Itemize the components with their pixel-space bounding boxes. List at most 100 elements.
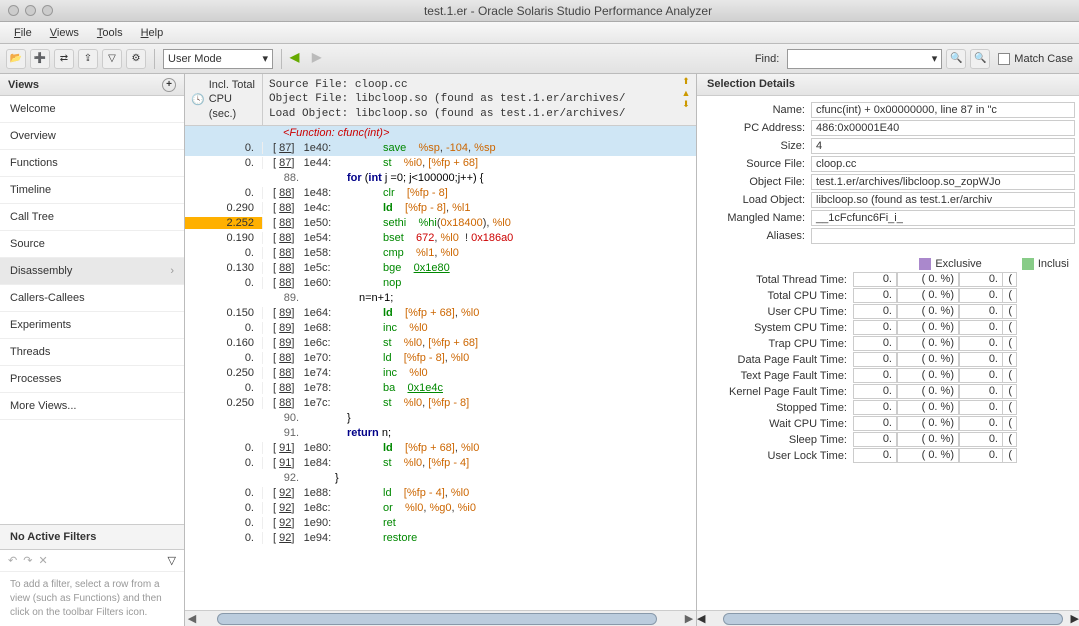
disasm-row[interactable]: 0.[ 88] 1e60:nop xyxy=(185,276,696,291)
detail-value[interactable]: 486:0x00001E40 xyxy=(811,120,1075,136)
open-icon[interactable]: 📂 xyxy=(6,49,26,69)
match-case-checkbox[interactable]: Match Case xyxy=(998,53,1073,65)
disasm-row[interactable]: 0.[ 89] 1e68:inc %l0 xyxy=(185,321,696,336)
find-input[interactable]: ▾ xyxy=(787,49,942,69)
scroll-right-icon[interactable]: ▶ xyxy=(1071,612,1079,625)
detail-value[interactable] xyxy=(811,228,1075,244)
metric-incl-pct: ( xyxy=(1003,432,1017,447)
detail-value[interactable]: cloop.cc xyxy=(811,156,1075,172)
sidebar-item-disassembly[interactable]: Disassembly› xyxy=(0,258,184,285)
sidebar-item-overview[interactable]: Overview xyxy=(0,123,184,150)
function-header: <Function: cfunc(int)> xyxy=(263,127,389,139)
disasm-row[interactable]: 0.[ 92] 1e8c:or %l0, %g0, %i0 xyxy=(185,501,696,516)
disasm-row[interactable]: 0.130[ 88] 1e5c:bge 0x1e80 xyxy=(185,261,696,276)
metric-label: System CPU Time: xyxy=(697,322,853,334)
detail-row-mangled: Mangled Name:__1cFcfunc6Fi_i_ xyxy=(701,210,1075,226)
add-icon[interactable]: ➕ xyxy=(30,49,50,69)
source-line[interactable]: 89.n=n+1; xyxy=(185,291,696,306)
sidebar-item-experiments[interactable]: Experiments xyxy=(0,312,184,339)
sidebar-item-more-views-[interactable]: More Views... xyxy=(0,393,184,420)
metric-icon: 🕓 xyxy=(191,93,205,106)
sidebar-item-callers-callees[interactable]: Callers-Callees xyxy=(0,285,184,312)
scrollbar-thumb[interactable] xyxy=(723,613,1063,625)
metric-label: Wait CPU Time: xyxy=(697,418,853,430)
disasm-row[interactable]: 0.[ 87] 1e40:save %sp, -104, %sp xyxy=(185,141,696,156)
sidebar-item-timeline[interactable]: Timeline xyxy=(0,177,184,204)
disasm-row[interactable]: 0.[ 87] 1e44:st %i0, [%fp + 68] xyxy=(185,156,696,171)
export-icon[interactable]: ⇪ xyxy=(78,49,98,69)
detail-value[interactable]: libcloop.so (found as test.1.er/archiv xyxy=(811,192,1075,208)
scroll-right-icon[interactable]: ▶ xyxy=(682,612,696,625)
minimize-icon[interactable] xyxy=(25,5,36,16)
metric-label: Trap CPU Time: xyxy=(697,338,853,350)
disassembly-panel: 🕓 Incl. Total CPU (sec.) Source File: cl… xyxy=(185,74,697,626)
scroll-left-icon[interactable]: ◀ xyxy=(185,612,199,625)
disasm-row[interactable]: 0.250[ 88] 1e7c:st %l0, [%fp - 8] xyxy=(185,396,696,411)
sidebar-item-functions[interactable]: Functions xyxy=(0,150,184,177)
filters-header: No Active Filters xyxy=(0,524,184,550)
disasm-row[interactable]: 0.[ 88] 1e58:cmp %l1, %l0 xyxy=(185,246,696,261)
disasm-row[interactable]: 0.[ 91] 1e84:st %l0, [%fp - 4] xyxy=(185,456,696,471)
h-scrollbar[interactable]: ◀ ▶ xyxy=(185,610,696,626)
detail-label: Mangled Name: xyxy=(701,212,811,224)
sidebar-item-welcome[interactable]: Welcome xyxy=(0,96,184,123)
nav-back-button[interactable]: ◀ xyxy=(290,50,308,68)
disasm-row[interactable]: 0.[ 88] 1e70:ld [%fp - 8], %l0 xyxy=(185,351,696,366)
menu-file[interactable]: File xyxy=(6,25,40,41)
settings-icon[interactable]: ⚙ xyxy=(126,49,146,69)
zoom-icon[interactable] xyxy=(42,5,53,16)
sidebar-item-processes[interactable]: Processes xyxy=(0,366,184,393)
scrollbar-thumb[interactable] xyxy=(217,613,657,625)
disasm-row[interactable]: 0.[ 88] 1e48:clr [%fp - 8] xyxy=(185,186,696,201)
disasm-row[interactable]: 0.[ 88] 1e78:ba 0x1e4c xyxy=(185,381,696,396)
redo-icon[interactable]: ↷ xyxy=(23,554,32,567)
menu-help[interactable]: Help xyxy=(133,25,172,41)
disasm-row[interactable]: 0.290[ 88] 1e4c:ld [%fp - 8], %l1 xyxy=(185,201,696,216)
find-prev-icon[interactable]: 🔍 xyxy=(970,49,990,69)
source-line[interactable]: 88.for (int j =0; j<100000;j++) { xyxy=(185,171,696,186)
disasm-row[interactable]: 0.[ 91] 1e80:ld [%fp + 68], %l0 xyxy=(185,441,696,456)
disasm-row[interactable]: 0.150[ 89] 1e64:ld [%fp + 68], %l0 xyxy=(185,306,696,321)
hotspot-top-icon[interactable]: ▲ xyxy=(682,88,691,98)
disasm-row[interactable]: 0.160[ 89] 1e6c:st %l0, [%fp + 68] xyxy=(185,336,696,351)
hotspot-up-icon[interactable]: ⬆ xyxy=(682,76,690,87)
source-line[interactable]: 90.} xyxy=(185,411,696,426)
close-icon[interactable] xyxy=(8,5,19,16)
undo-icon[interactable]: ↶ xyxy=(8,554,17,567)
code-body[interactable]: <Function: cfunc(int)> 0.[ 87] 1e40:save … xyxy=(185,126,696,610)
compare-icon[interactable]: ⇄ xyxy=(54,49,74,69)
clear-icon[interactable]: ✕ xyxy=(38,554,47,567)
mode-select[interactable]: User Mode ▾ xyxy=(163,49,273,69)
filter-icon[interactable]: ▽ xyxy=(102,49,122,69)
detail-value[interactable]: test.1.er/archives/libcloop.so_zopWJo xyxy=(811,174,1075,190)
scroll-left-icon[interactable]: ◀ xyxy=(697,612,705,625)
cpu-column-header[interactable]: 🕓 Incl. Total CPU (sec.) xyxy=(185,74,263,125)
metric-label: Total CPU Time: xyxy=(697,290,853,302)
hotspot-down-icon[interactable]: ⬇ xyxy=(682,99,690,110)
disasm-row[interactable]: 0.250[ 88] 1e74:inc %l0 xyxy=(185,366,696,381)
nav-forward-button[interactable]: ▶ xyxy=(312,50,330,68)
source-line[interactable]: 92.} xyxy=(185,471,696,486)
find-next-icon[interactable]: 🔍 xyxy=(946,49,966,69)
detail-value[interactable]: __1cFcfunc6Fi_i_ xyxy=(811,210,1075,226)
disasm-row[interactable]: 0.190[ 88] 1e54:bset 672, %l0 ! 0x186a0 xyxy=(185,231,696,246)
menu-tools[interactable]: Tools xyxy=(89,25,131,41)
source-line[interactable]: 91.return n; xyxy=(185,426,696,441)
detail-value[interactable]: cfunc(int) + 0x00000000, line 87 in "c xyxy=(811,102,1075,118)
disasm-row[interactable]: 0.[ 92] 1e90:ret xyxy=(185,516,696,531)
disasm-row[interactable]: 0.[ 92] 1e88:ld [%fp - 4], %l0 xyxy=(185,486,696,501)
menu-views[interactable]: Views xyxy=(42,25,87,41)
metric-incl-value: 0. xyxy=(959,336,1003,351)
metric-excl-pct: ( 0. %) xyxy=(897,416,959,431)
metric-row: Trap CPU Time:0.( 0. %)0.( xyxy=(697,336,1079,351)
disasm-row[interactable]: 0.[ 92] 1e94:restore xyxy=(185,531,696,546)
filter-funnel-icon[interactable]: ▽ xyxy=(168,554,176,567)
sidebar-item-source[interactable]: Source xyxy=(0,231,184,258)
disasm-row[interactable]: 2.252[ 88] 1e50:sethi %hi(0x18400), %l0 xyxy=(185,216,696,231)
add-view-button[interactable]: + xyxy=(162,78,176,92)
detail-value[interactable]: 4 xyxy=(811,138,1075,154)
detail-label: Name: xyxy=(701,104,811,116)
details-h-scrollbar[interactable]: ◀ ▶ xyxy=(697,610,1079,626)
sidebar-item-threads[interactable]: Threads xyxy=(0,339,184,366)
sidebar-item-call-tree[interactable]: Call Tree xyxy=(0,204,184,231)
